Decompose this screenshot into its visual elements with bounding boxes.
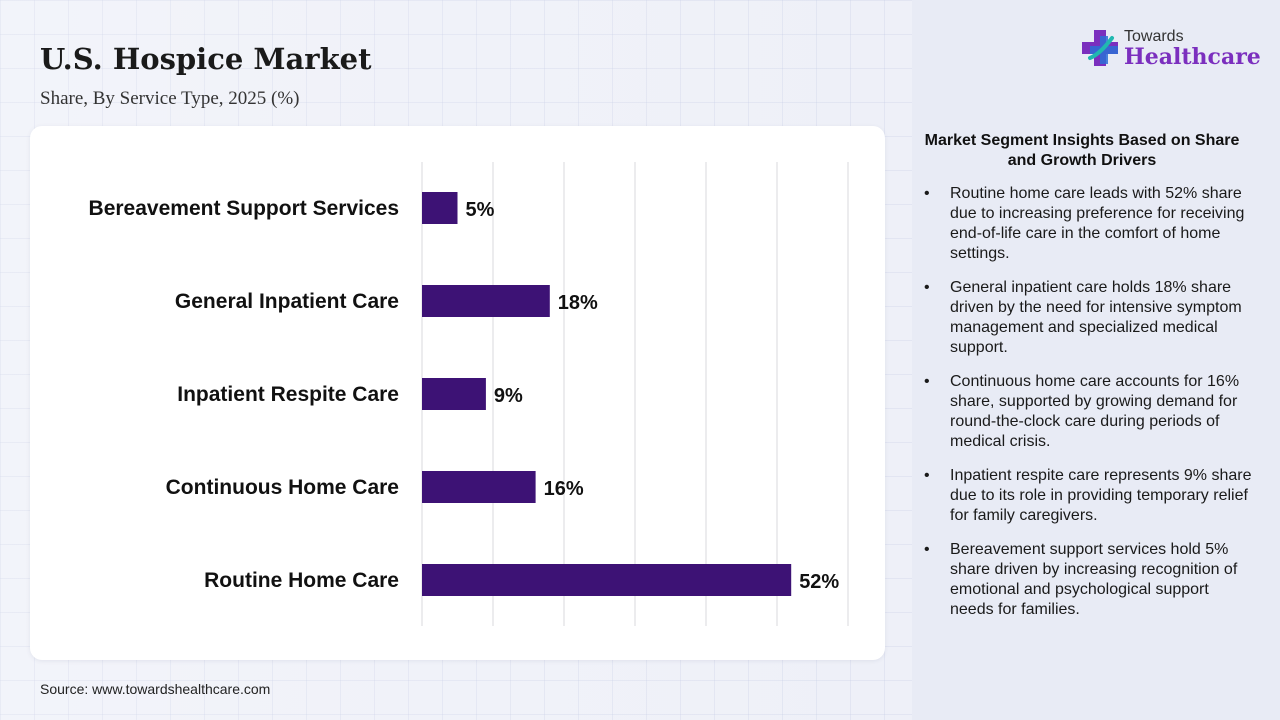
bar [422, 471, 536, 503]
value-label: 9% [494, 385, 523, 407]
category-label: Routine Home Care [204, 569, 399, 592]
bar [422, 285, 550, 317]
medical-cross-icon [1082, 30, 1118, 66]
insight-item: • General inpatient care holds 18% share … [922, 278, 1252, 358]
chart-card: Bereavement Support Services 5% General In… [30, 126, 885, 660]
value-label: 5% [466, 199, 495, 221]
insights-list: • Routine home care leads with 52% share … [922, 184, 1252, 634]
bar [422, 192, 458, 224]
category-label: Bereavement Support Services [89, 197, 399, 220]
logo-text-top: Towards [1124, 28, 1184, 45]
page-subtitle: Share, By Service Type, 2025 (%) [40, 88, 300, 109]
bullet-icon: • [924, 279, 930, 296]
value-label: 18% [558, 292, 598, 314]
brand-logo: Towards Healthcare [1080, 28, 1261, 76]
value-label: 16% [544, 478, 584, 500]
category-label: Continuous Home Care [166, 476, 399, 499]
category-label: Inpatient Respite Care [177, 383, 399, 406]
insights-panel [912, 0, 1280, 720]
insight-text: Bereavement support services hold 5% sha… [950, 541, 1238, 618]
bar-chart: Bereavement Support Services 5% General In… [89, 162, 849, 626]
insight-item: • Inpatient respite care represents 9% sh… [922, 466, 1252, 526]
insight-text: Continuous home care accounts for 16% sh… [950, 373, 1240, 450]
bullet-icon: • [924, 185, 930, 202]
value-label: 52% [799, 571, 839, 593]
source-note: Source: www.towardshealthcare.com [40, 681, 271, 697]
bullet-icon: • [924, 373, 930, 390]
logo-text-main: Healthcare [1124, 44, 1261, 70]
insight-text: General inpatient care holds 18% share d… [950, 279, 1242, 356]
bar [422, 378, 486, 410]
insight-item: • Bereavement support services hold 5% sh… [922, 540, 1252, 620]
insight-item: • Routine home care leads with 52% share … [922, 184, 1252, 264]
insight-item: • Continuous home care accounts for 16% s… [922, 372, 1252, 452]
insights-title: Market Segment Insights Based on Share a… [924, 132, 1240, 169]
bar [422, 564, 792, 596]
category-label: General Inpatient Care [175, 290, 399, 313]
page-title: U.S. Hospice Market [40, 42, 372, 76]
bullet-icon: • [924, 467, 930, 484]
insight-text: Routine home care leads with 52% share d… [950, 185, 1245, 262]
insight-text: Inpatient respite care represents 9% sha… [950, 467, 1252, 524]
bullet-icon: • [924, 541, 930, 558]
